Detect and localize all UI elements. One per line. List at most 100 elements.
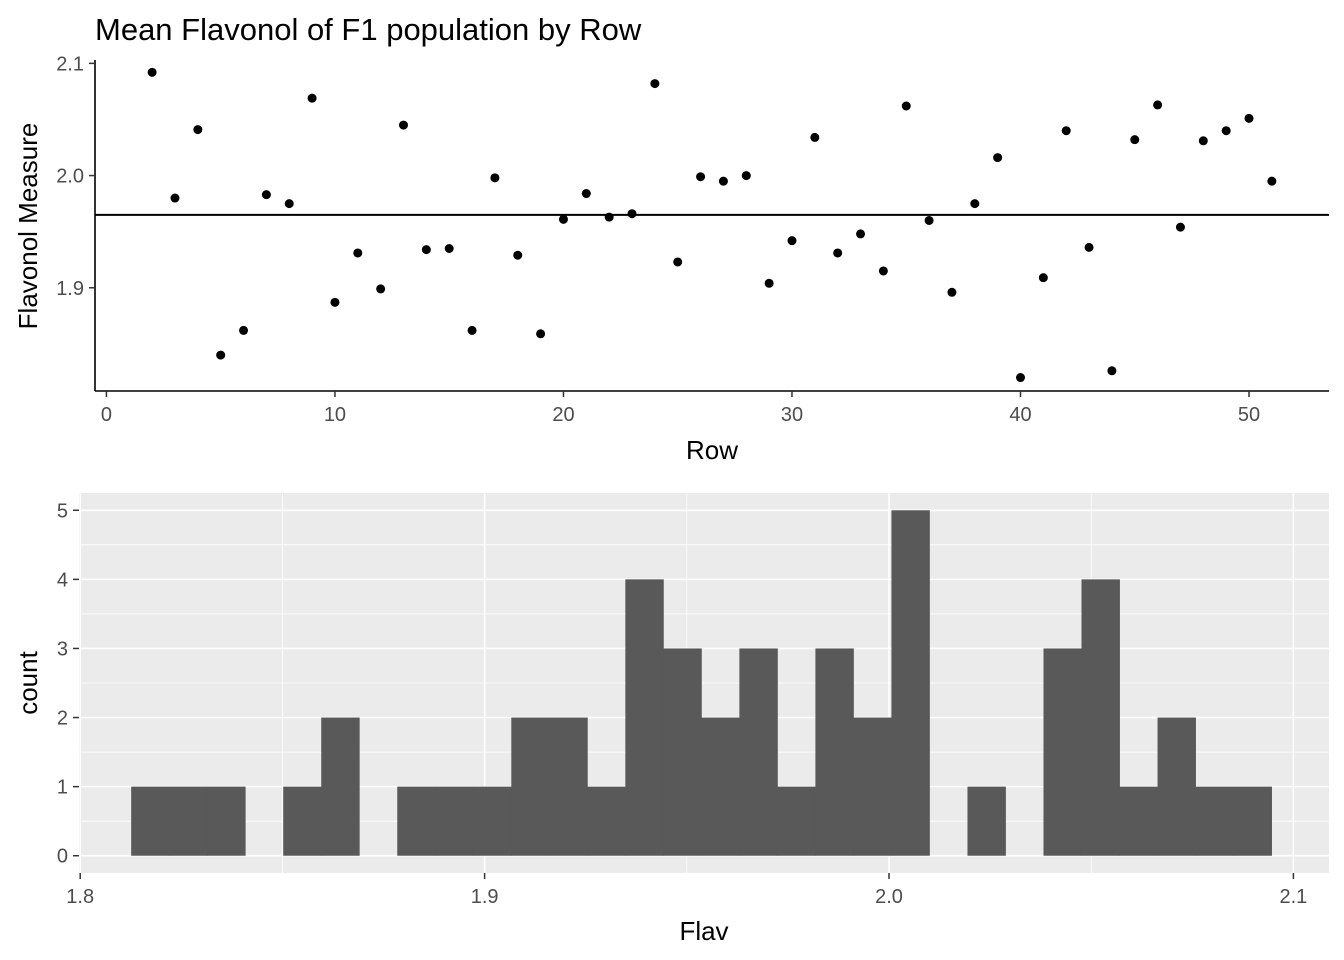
- scatter-y-tick-label: 2.1: [56, 53, 84, 75]
- scatter-point: [1016, 373, 1025, 383]
- histogram-bar: [1233, 786, 1272, 856]
- scatter-point: [764, 278, 774, 288]
- scatter-point: [490, 173, 500, 183]
- histogram-bar: [1195, 786, 1234, 856]
- histogram-x-tick-label: 1.8: [66, 886, 94, 908]
- scatter-point: [1061, 126, 1071, 136]
- histogram-bar: [587, 786, 626, 856]
- scatter-y-axis-title: Flavonol Measure: [13, 123, 43, 330]
- scatter-point: [1038, 273, 1048, 283]
- histogram-y-tick-label: 4: [57, 569, 68, 591]
- histogram-bar: [967, 786, 1006, 856]
- scatter-point: [878, 266, 888, 276]
- scatter-point: [993, 153, 1003, 163]
- scatter-y-tick-label: 1.9: [56, 278, 84, 300]
- scatter-point: [1130, 135, 1140, 145]
- scatter-point: [924, 215, 934, 225]
- scatter-x-tick-label: 20: [552, 404, 574, 426]
- histogram-y-axis-title: count: [13, 650, 43, 714]
- scatter-point: [1084, 242, 1094, 252]
- scatter-x-ticks: 0 10 20 30 40 50: [101, 391, 1260, 426]
- scatter-point: [718, 176, 728, 186]
- scatter-y-tick-label: 2.0: [56, 166, 84, 188]
- scatter-point: [261, 190, 271, 200]
- scatter-point: [833, 248, 843, 258]
- histogram-x-ticks: 1.8 1.9 2.0 2.1: [66, 873, 1307, 908]
- scatter-point: [421, 245, 431, 255]
- scatter-point: [810, 132, 820, 142]
- scatter-point: [856, 229, 866, 239]
- histogram-bar: [701, 717, 740, 856]
- scatter-x-tick-label: 30: [781, 404, 803, 426]
- scatter-point: [1107, 366, 1117, 376]
- scatter-point: [353, 248, 363, 258]
- histogram-bar: [283, 786, 322, 856]
- scatter-point: [696, 172, 706, 182]
- histogram-y-ticks: 0 1 2 3 4 5: [57, 500, 79, 868]
- scatter-point: [239, 325, 249, 335]
- scatter-point: [513, 250, 523, 260]
- scatter-x-axis-title: Row: [686, 435, 738, 465]
- scatter-point: [947, 287, 957, 297]
- scatter-point: [673, 257, 683, 267]
- scatter-point: [467, 325, 477, 335]
- histogram-bar: [473, 786, 512, 856]
- histogram-chart: 1.8 1.9 2.0 2.1 0 1 2 3 4 5 Flav count: [13, 493, 1329, 946]
- histogram-bar: [853, 717, 892, 856]
- histogram-bar: [511, 717, 550, 856]
- histogram-bar: [397, 786, 436, 856]
- histogram-bars: [131, 510, 1272, 856]
- histogram-bar: [1043, 648, 1082, 856]
- scatter-point: [444, 244, 454, 254]
- scatter-point: [147, 67, 157, 77]
- histogram-x-axis-title: Flav: [679, 916, 728, 946]
- scatter-x-tick-label: 0: [101, 404, 112, 426]
- histogram-bar: [625, 579, 664, 856]
- histogram-bar: [169, 786, 208, 856]
- scatter-x-tick-label: 40: [1009, 404, 1031, 426]
- histogram-bar: [1119, 786, 1158, 856]
- scatter-point: [399, 120, 408, 130]
- scatter-point: [558, 214, 568, 224]
- histogram-bar: [739, 648, 778, 856]
- histogram-bar: [207, 786, 246, 856]
- scatter-point: [284, 199, 294, 209]
- scatter-x-tick-label: 50: [1238, 404, 1260, 426]
- histogram-bar: [435, 786, 474, 856]
- scatter-point: [376, 284, 386, 294]
- scatter-point: [901, 101, 911, 111]
- scatter-point: [1175, 222, 1185, 232]
- histogram-y-tick-label: 0: [57, 846, 68, 868]
- histogram-x-tick-label: 2.1: [1280, 886, 1308, 908]
- scatter-point: [536, 329, 546, 339]
- histogram-bar: [321, 717, 360, 856]
- histogram-bar: [1081, 579, 1120, 856]
- scatter-title: Mean Flavonol of F1 population by Row: [95, 12, 642, 47]
- histogram-bar: [131, 786, 170, 856]
- scatter-point: [787, 236, 797, 246]
- histogram-x-tick-label: 1.9: [471, 886, 499, 908]
- histogram-y-tick-label: 5: [57, 500, 68, 522]
- histogram-y-tick-label: 3: [57, 638, 68, 660]
- scatter-point: [193, 125, 203, 135]
- scatter-point: [970, 199, 980, 209]
- scatter-x-tick-label: 10: [324, 404, 346, 426]
- scatter-point: [1198, 136, 1208, 146]
- scatter-point: [650, 79, 660, 89]
- scatter-point: [1267, 176, 1277, 186]
- scatter-point: [330, 297, 340, 307]
- histogram-bar: [815, 648, 854, 856]
- scatter-point: [170, 193, 180, 203]
- scatter-chart: Mean Flavonol of F1 population by Row 0 1…: [13, 12, 1329, 465]
- histogram-bar: [891, 510, 930, 856]
- scatter-point: [627, 209, 637, 219]
- histogram-bar: [1157, 717, 1196, 856]
- histogram-y-tick-label: 2: [57, 708, 68, 730]
- scatter-point: [216, 350, 226, 360]
- histogram-y-tick-label: 1: [57, 777, 68, 799]
- histogram-x-tick-label: 2.0: [875, 886, 903, 908]
- scatter-point: [581, 189, 591, 199]
- histogram-bar: [549, 717, 588, 856]
- scatter-point: [1153, 100, 1163, 110]
